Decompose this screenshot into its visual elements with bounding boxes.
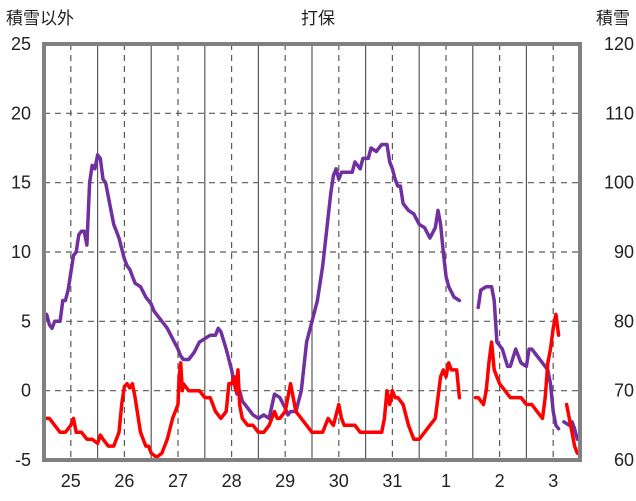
x-tick-label: 3 bbox=[548, 471, 558, 491]
x-tick-label: 1 bbox=[441, 471, 451, 491]
snow-line bbox=[562, 420, 580, 441]
chart-title: 打保 bbox=[301, 9, 335, 29]
x-tick-label: 29 bbox=[275, 471, 295, 491]
plot-frame bbox=[42, 42, 582, 462]
y-right-tick-label: 100 bbox=[604, 173, 634, 193]
x-tick-label: 31 bbox=[382, 471, 402, 491]
x-tick-label: 28 bbox=[222, 471, 242, 491]
x-tick-label: 26 bbox=[114, 471, 134, 491]
y-right-tick-label: 80 bbox=[614, 311, 634, 331]
y-left-tick-label: 20 bbox=[11, 103, 31, 123]
x-tick-label: 2 bbox=[495, 471, 505, 491]
y-left-tick-label: 15 bbox=[11, 173, 31, 193]
y-left-tick-label: 25 bbox=[11, 34, 31, 54]
y-right-tick-label: 110 bbox=[605, 103, 634, 123]
y-left-tick-label: -5 bbox=[15, 450, 31, 470]
temperature-line bbox=[564, 402, 580, 455]
right-axis-title: 積雪 bbox=[596, 9, 630, 29]
temperature-line bbox=[473, 312, 561, 421]
x-tick-label: 27 bbox=[168, 471, 188, 491]
y-right-tick-label: 60 bbox=[614, 450, 634, 470]
y-left-tick-label: 0 bbox=[21, 381, 31, 401]
y-right-tick-label: 90 bbox=[614, 242, 634, 262]
snow-line bbox=[476, 284, 561, 431]
x-tick-label: 25 bbox=[61, 471, 81, 491]
temperature-line bbox=[42, 361, 462, 459]
plot-lines bbox=[42, 142, 580, 459]
y-left-tick-label: 5 bbox=[21, 311, 31, 331]
y-right-tick-label: 120 bbox=[604, 34, 634, 54]
x-tick-label: 30 bbox=[329, 471, 349, 491]
y-left-tick-label: 10 bbox=[11, 242, 31, 262]
tick-labels: 25 20 15 10 5 0 -5 120 110 100 90 80 70 60 25 26 27 28 29 3… bbox=[11, 34, 634, 491]
snow-line bbox=[42, 142, 462, 421]
left-axis-title: 積雪以外 bbox=[6, 9, 74, 29]
y-right-tick-label: 70 bbox=[614, 381, 634, 401]
